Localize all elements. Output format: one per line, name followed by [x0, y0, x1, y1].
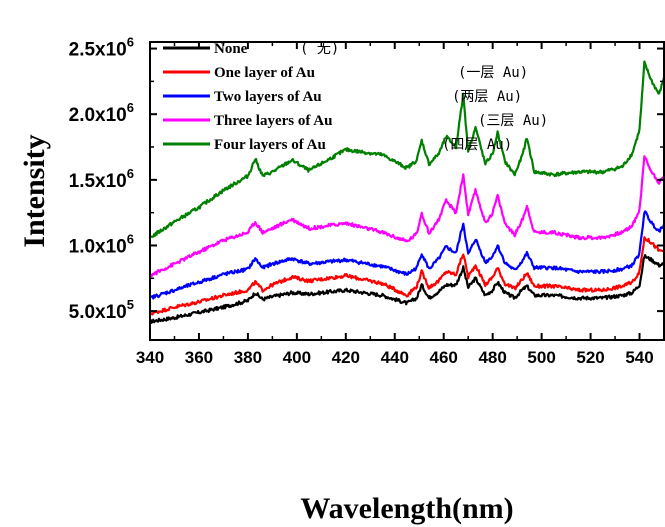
series-line-4	[150, 155, 664, 278]
x-tick-label: 420	[332, 348, 360, 367]
legend-label: Three layers of Au	[214, 113, 332, 129]
legend-label: One layer of Au	[214, 65, 315, 81]
series-line-5	[150, 60, 664, 238]
legend-label: None	[214, 41, 248, 57]
x-tick-label: 400	[283, 348, 311, 367]
plot-frame	[149, 41, 665, 341]
x-tick-label: 360	[185, 348, 213, 367]
y-tick-label: 2.0x106	[69, 100, 134, 126]
legend-note: (一层 Au)	[458, 65, 528, 81]
legend-note: (四层 Au)	[442, 137, 512, 153]
y-tick-label: 5.0x105	[69, 297, 134, 323]
legend-note: ( 无)	[300, 41, 339, 57]
legend-note: (三层 Au)	[478, 113, 548, 129]
series-line-2	[150, 236, 664, 316]
y-tick-label: 1.0x106	[69, 231, 134, 257]
y-axis-title: Intensity	[18, 134, 51, 247]
ticks-layer: 340 360 380 400 420 440 460 480 500 520 540 5.0x105…	[69, 35, 664, 367]
x-tick-label: 340	[136, 348, 164, 367]
x-tick-label: 440	[381, 348, 409, 367]
x-tick-label: 460	[430, 348, 458, 367]
series-line-3	[150, 210, 664, 300]
y-tick-label: 1.5x106	[69, 166, 134, 192]
x-tick-label: 480	[478, 348, 506, 367]
series-line-1	[150, 254, 664, 324]
x-tick-label: 500	[527, 348, 555, 367]
x-tick-label: 520	[576, 348, 604, 367]
series-layer	[150, 60, 664, 324]
y-tick-label: 2.5x106	[69, 35, 134, 61]
legend: None ( 无) One layer of Au (一层 Au) Two layers…	[163, 41, 548, 153]
x-tick-label: 540	[625, 348, 653, 367]
x-axis-title: Wavelength(nm)	[300, 492, 513, 525]
x-tick-label: 380	[234, 348, 262, 367]
legend-label: Two layers of Au	[214, 89, 322, 105]
legend-label: Four layers of Au	[214, 137, 326, 153]
legend-note: (两层 Au)	[452, 89, 522, 105]
